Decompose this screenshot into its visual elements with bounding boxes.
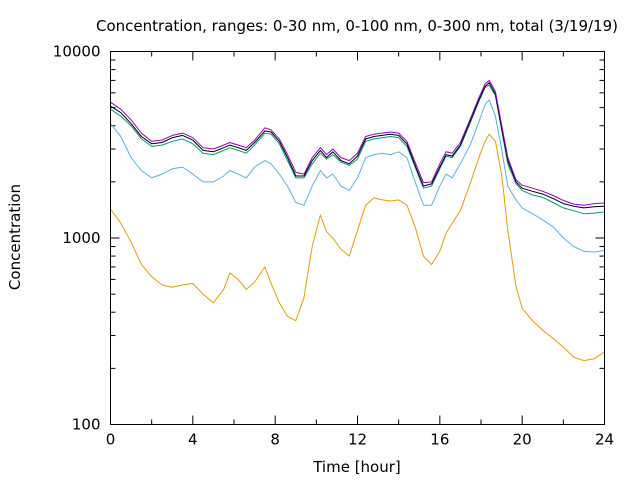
series-line-5	[110, 79, 605, 206]
series-line-1	[110, 133, 605, 362]
series-line-4	[110, 82, 605, 209]
plot-series	[110, 79, 605, 362]
plot-frame	[110, 51, 605, 425]
y-axis-label: Concentration	[6, 184, 24, 290]
series-line-2	[110, 99, 605, 253]
axis-tick-labels: 0 4 8 12 16 20 24 100 1000 10000	[53, 43, 614, 449]
y-tick-label: 1000	[62, 229, 100, 247]
x-tick-label: 12	[348, 431, 367, 449]
x-tick-label: 24	[595, 431, 614, 449]
axis-ticks	[110, 51, 605, 425]
x-tick-label: 20	[513, 431, 532, 449]
chart-title: Concentration, ranges: 0-30 nm, 0-100 nm…	[96, 17, 618, 35]
x-tick-label: 8	[270, 431, 280, 449]
x-axis-label: Time [hour]	[312, 458, 401, 476]
y-tick-label: 10000	[53, 43, 101, 61]
y-tick-label: 100	[72, 416, 101, 434]
x-tick-label: 4	[188, 431, 198, 449]
series-line-3	[110, 84, 605, 215]
x-tick-label: 16	[430, 431, 449, 449]
x-tick-label: 0	[106, 431, 116, 449]
